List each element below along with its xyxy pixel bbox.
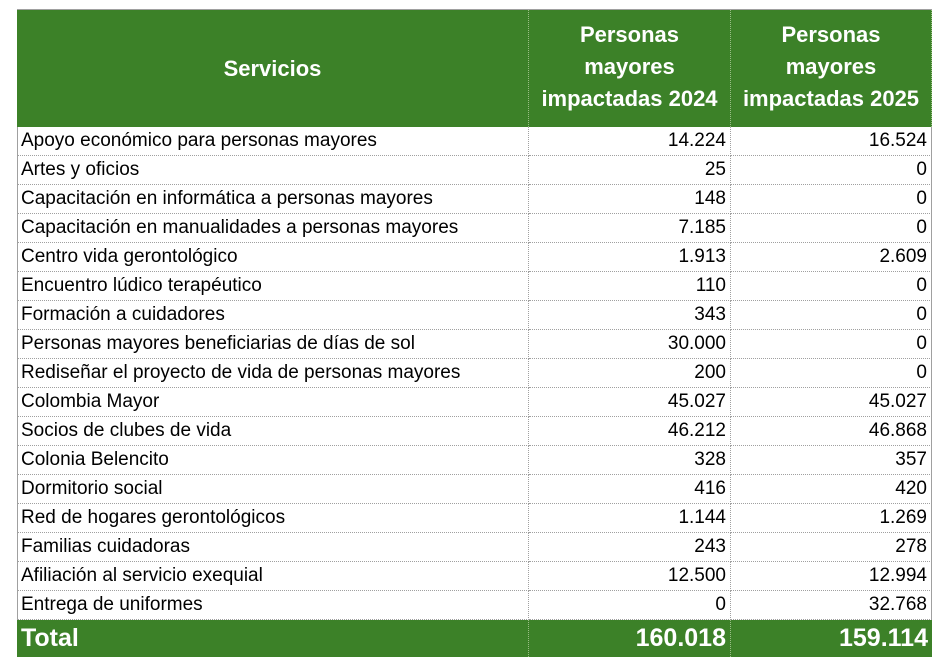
row-value-2025: 357: [731, 446, 932, 475]
row-value-2025: 32.768: [731, 591, 932, 620]
row-servicio: Afiliación al servicio exequial: [17, 562, 529, 591]
row-value-2024: 46.212: [529, 417, 731, 446]
row-value-2025: 0: [731, 301, 932, 330]
row-value-2025: 278: [731, 533, 932, 562]
row-servicio: Encuentro lúdico terapéutico: [17, 272, 529, 301]
row-value-2024: 1.913: [529, 243, 731, 272]
total-label: Total: [17, 620, 529, 657]
row-value-2025: 420: [731, 475, 932, 504]
row-value-2024: 148: [529, 185, 731, 214]
header-2025-line: Personas: [781, 22, 881, 47]
row-value-2024: 110: [529, 272, 731, 301]
row-value-2024: 200: [529, 359, 731, 388]
row-value-2025: 2.609: [731, 243, 932, 272]
row-servicio: Dormitorio social: [17, 475, 529, 504]
row-value-2025: 45.027: [731, 388, 932, 417]
row-value-2024: 343: [529, 301, 731, 330]
row-value-2025: 0: [731, 272, 932, 301]
row-value-2025: 46.868: [731, 417, 932, 446]
row-servicio: Capacitación en manualidades a personas …: [17, 214, 529, 243]
row-servicio: Socios de clubes de vida: [17, 417, 529, 446]
row-servicio: Centro vida gerontológico: [17, 243, 529, 272]
row-value-2024: 12.500: [529, 562, 731, 591]
header-2025-line: impactadas 2025: [742, 86, 920, 111]
row-value-2024: 243: [529, 533, 731, 562]
row-value-2025: 0: [731, 185, 932, 214]
row-servicio: Artes y oficios: [17, 156, 529, 185]
header-2024-line: mayores: [584, 54, 675, 79]
row-value-2024: 0: [529, 591, 731, 620]
row-value-2024: 25: [529, 156, 731, 185]
row-servicio: Formación a cuidadores: [17, 301, 529, 330]
row-value-2024: 328: [529, 446, 731, 475]
row-servicio: Colombia Mayor: [17, 388, 529, 417]
row-servicio: Colonia Belencito: [17, 446, 529, 475]
row-value-2025: 1.269: [731, 504, 932, 533]
header-2025: Personas mayores impactadas 2025: [731, 10, 932, 127]
header-2025-line: mayores: [785, 54, 877, 79]
row-value-2024: 30.000: [529, 330, 731, 359]
servicios-table: Servicios Personas mayores impactadas 20…: [17, 10, 932, 657]
row-value-2025: 0: [731, 330, 932, 359]
row-value-2025: 0: [731, 214, 932, 243]
row-servicio: Personas mayores beneficiarias de días d…: [17, 330, 529, 359]
row-value-2024: 1.144: [529, 504, 731, 533]
row-servicio: Apoyo económico para personas mayores: [17, 127, 529, 156]
row-value-2024: 14.224: [529, 127, 731, 156]
header-2024: Personas mayores impactadas 2024: [529, 10, 731, 127]
row-value-2025: 0: [731, 156, 932, 185]
row-servicio: Entrega de uniformes: [17, 591, 529, 620]
row-value-2024: 45.027: [529, 388, 731, 417]
total-2025: 159.114: [731, 620, 932, 657]
table-top-border: [17, 9, 932, 10]
header-servicios: Servicios: [17, 10, 529, 127]
row-value-2025: 12.994: [731, 562, 932, 591]
row-servicio: Rediseñar el proyecto de vida de persona…: [17, 359, 529, 388]
total-2024: 160.018: [529, 620, 731, 657]
row-servicio: Familias cuidadoras: [17, 533, 529, 562]
row-value-2024: 7.185: [529, 214, 731, 243]
row-value-2025: 0: [731, 359, 932, 388]
header-2024-line: impactadas 2024: [541, 86, 718, 111]
row-servicio: Red de hogares gerontológicos: [17, 504, 529, 533]
row-servicio: Capacitación en informática a personas m…: [17, 185, 529, 214]
header-2024-line: Personas: [579, 22, 680, 47]
row-value-2025: 16.524: [731, 127, 932, 156]
row-value-2024: 416: [529, 475, 731, 504]
